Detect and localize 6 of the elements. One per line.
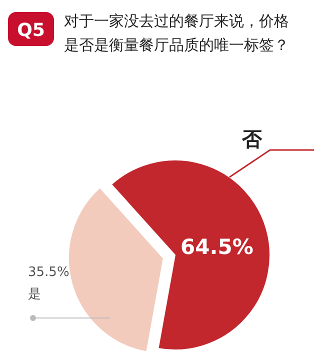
chart-title: 对于一家没去过的餐厅来说，价格是否是衡量餐厅品质的唯一标签？ <box>64 12 289 54</box>
data-label: 64.5% <box>180 234 254 259</box>
slice-label: 否 <box>241 127 263 151</box>
text: Q5 <box>17 20 45 41</box>
slice-label: 是 <box>28 287 41 302</box>
data-label: 35.5% <box>28 265 70 280</box>
